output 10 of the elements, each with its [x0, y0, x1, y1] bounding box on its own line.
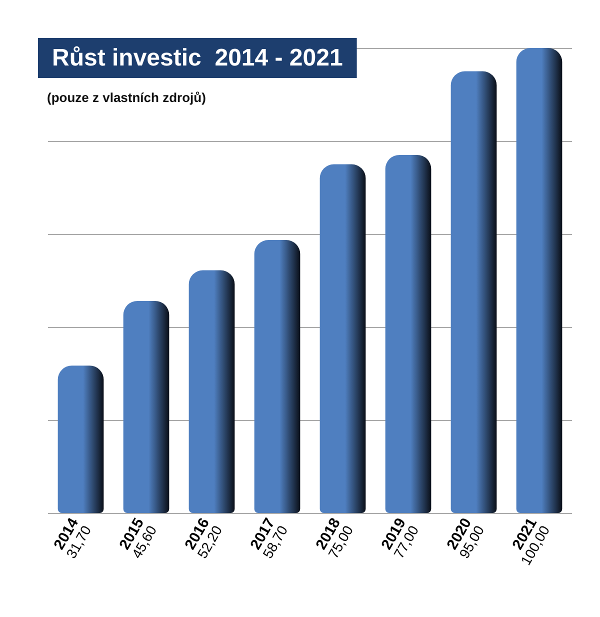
- chart-title: Růst investic 2014 - 2021: [52, 44, 343, 72]
- text: (pouze z vlastních zdrojů): [47, 90, 206, 105]
- bar: [450, 71, 497, 513]
- bar: [123, 300, 170, 513]
- bar: [58, 366, 104, 513]
- bar: [516, 48, 562, 513]
- bar: [188, 270, 235, 513]
- bar: [320, 164, 366, 513]
- bar: [254, 240, 300, 513]
- bar: [385, 154, 432, 513]
